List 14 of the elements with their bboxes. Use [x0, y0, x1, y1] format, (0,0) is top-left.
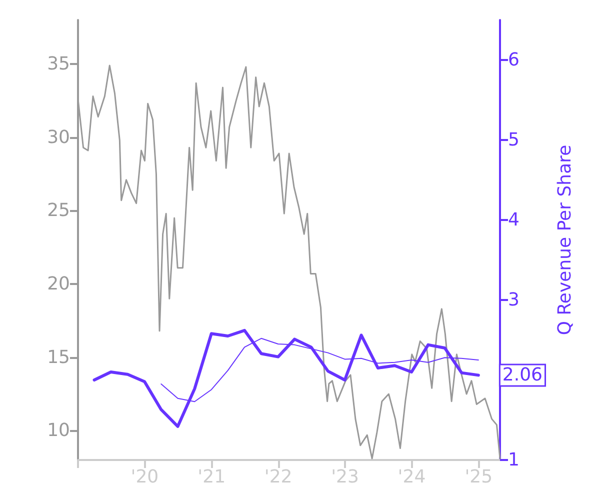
y2-tick-label: 1 [508, 450, 520, 470]
y-tick-label: 10 [47, 420, 70, 442]
y-tick-label: 35 [47, 54, 70, 74]
y-tick-label: 15 [47, 346, 70, 368]
y2-tick-label: 3 [508, 290, 520, 310]
y2-axis-title: Q Revenue Per Share [554, 144, 576, 336]
data-label: 2.06 [502, 364, 543, 386]
y2-tick-label: 4 [508, 210, 520, 230]
y2-tick-label: 5 [508, 130, 520, 150]
y-tick-label: 25 [47, 200, 70, 222]
line-series [92, 328, 480, 428]
y2-tick-label: 6 [508, 50, 520, 70]
y-tick-label: 30 [47, 126, 70, 148]
y-tick-label: 20 [47, 274, 70, 294]
